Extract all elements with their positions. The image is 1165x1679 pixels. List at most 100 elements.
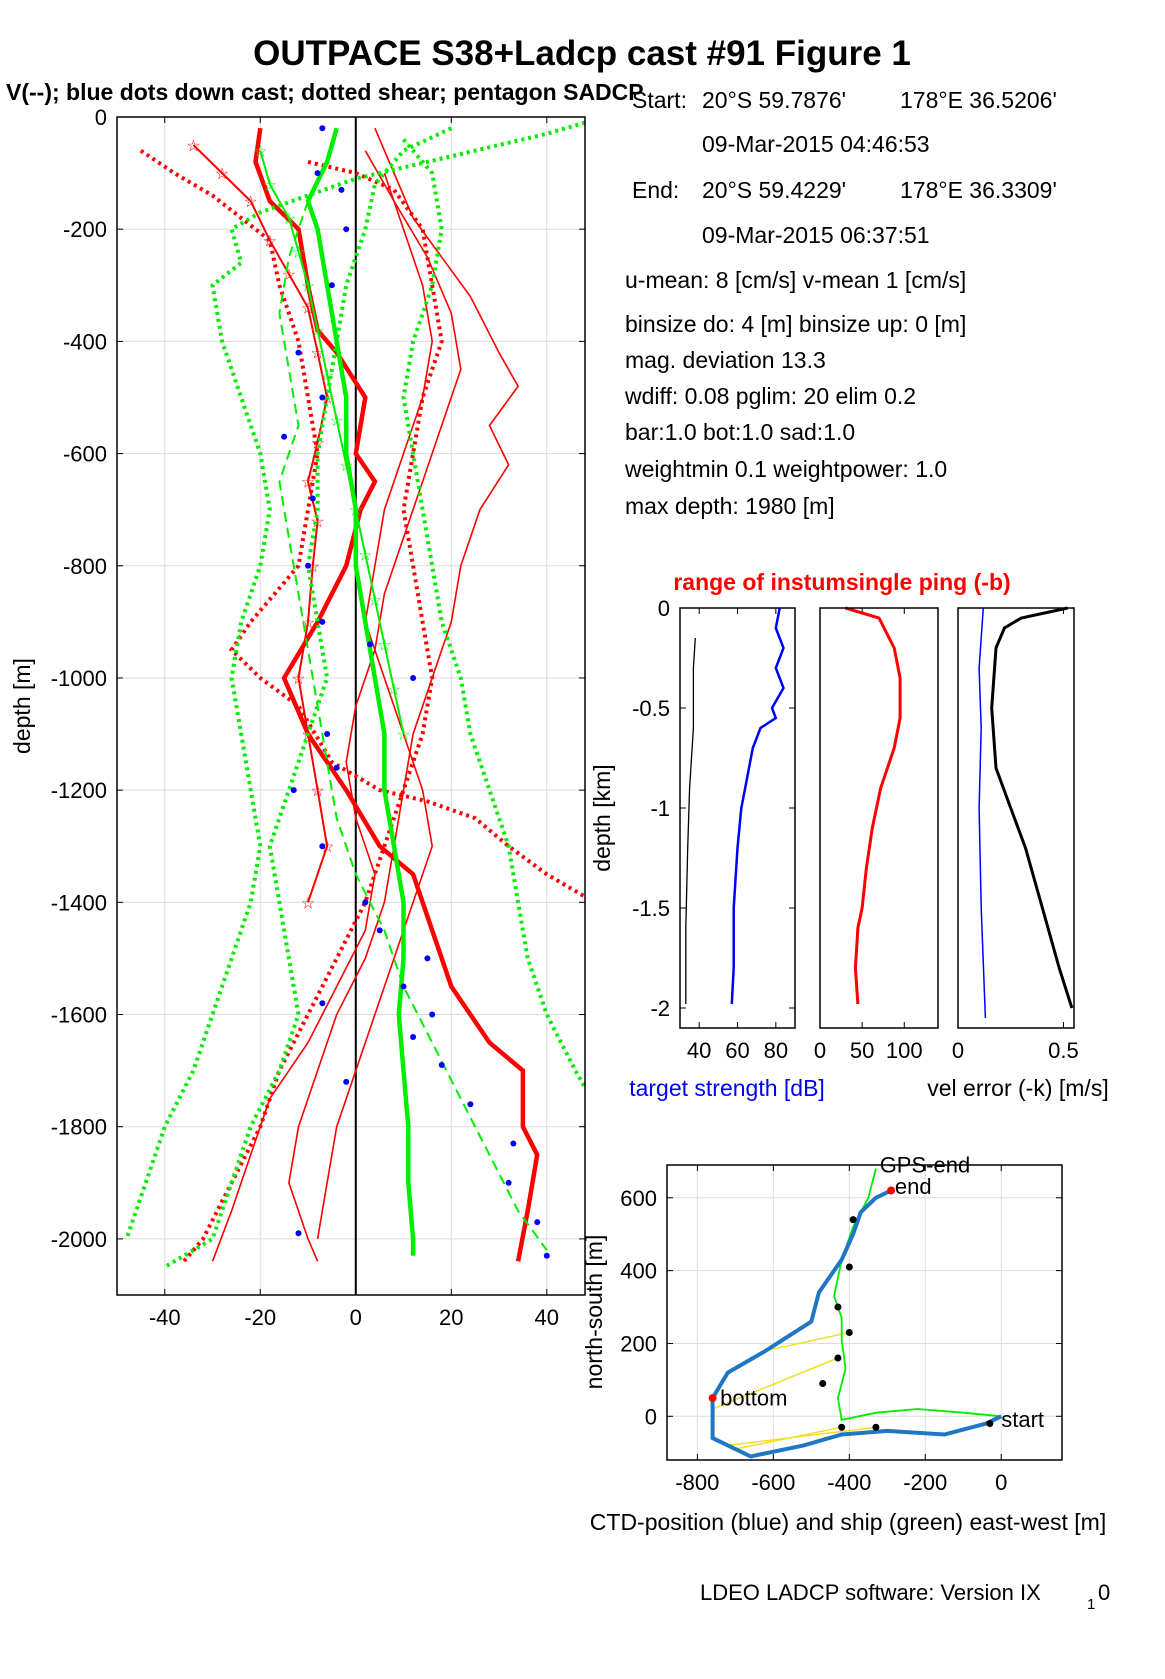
velocity-error-panel: 0 0.5 vel error (-k) [m/s] <box>927 606 1109 1101</box>
position-panel: -800 -600 -400 -200 0 0 200 400 600 start endGPS-e… <box>581 1152 1106 1535</box>
x-tick-label: 0.5 <box>1048 1038 1079 1063</box>
star-marker: ☆ <box>310 514 324 531</box>
x-tick-label: 40 <box>535 1305 559 1330</box>
blue-err-series <box>978 607 987 1019</box>
plot-area <box>820 608 938 1028</box>
blue-ts-series <box>730 607 785 1005</box>
start-lat: 20°S 59.7876' <box>702 87 846 113</box>
software-version: LDEO LADCP software: Version IX <box>700 1580 1041 1605</box>
star-marker: ☆ <box>349 503 363 520</box>
link-line <box>712 1357 839 1410</box>
position-marker <box>849 1216 857 1224</box>
start-lon: 178°E 36.5206' <box>900 87 1057 113</box>
star-marker: ☆ <box>253 144 267 161</box>
x-axis-label: vel error (-k) [m/s] <box>927 1075 1108 1101</box>
star-marker: ☆ <box>310 783 324 800</box>
y-tick-label: -2 <box>650 996 670 1021</box>
target-strength-panel: 40 60 80 0 -0.5 -1 -1.5 -2 depth [km] target stre… <box>589 596 825 1101</box>
axes-frame <box>679 607 796 1029</box>
y-tick-label: -0.5 <box>632 696 670 721</box>
software-version-tail: 0 <box>1098 1580 1110 1605</box>
footer: LDEO LADCP software: Version IX 1 0 <box>700 1580 1110 1613</box>
x-tick-label: 0 <box>995 1470 1007 1495</box>
star-marker: ☆ <box>301 278 315 295</box>
end-label: end <box>895 1174 932 1199</box>
star-marker: ☆ <box>368 592 382 609</box>
star-marker: ☆ <box>387 682 401 699</box>
axes-frame <box>116 116 586 1296</box>
downcast-dot <box>333 764 340 771</box>
y-tick-label: 0 <box>645 1404 657 1429</box>
star-marker: ☆ <box>320 368 334 385</box>
weight: weightmin 0.1 weightpower: 1.0 <box>624 456 947 482</box>
position-marker <box>834 1354 842 1362</box>
x-tick-label: 0 <box>350 1305 362 1330</box>
green-dotted-series <box>124 120 586 1240</box>
y-tick-label: -800 <box>63 554 107 579</box>
red-thin-series <box>288 127 520 1262</box>
y-tick-label: -200 <box>63 217 107 242</box>
star-marker: ☆ <box>282 211 296 228</box>
downcast-dot <box>324 731 331 738</box>
range-series <box>844 606 902 1005</box>
x-axis-label: CTD-position (blue) and ship (green) eas… <box>590 1509 1106 1535</box>
position-marker <box>845 1329 853 1337</box>
y-axis-label: depth [m] <box>9 658 35 754</box>
y-tick-label: -2000 <box>51 1227 107 1252</box>
x-tick-label: -200 <box>903 1470 947 1495</box>
end-lon: 178°E 36.3309' <box>900 177 1057 203</box>
star-marker: ☆ <box>339 458 353 475</box>
x-tick-label: -400 <box>827 1470 871 1495</box>
y-tick-label: -1600 <box>51 1003 107 1028</box>
y-tick-label: -1 <box>650 796 670 821</box>
y-tick-label: 200 <box>620 1331 657 1356</box>
position-marker <box>834 1303 842 1311</box>
star-marker: ☆ <box>377 637 391 654</box>
red-thin-series <box>316 172 434 1240</box>
downcast-dot <box>290 787 297 794</box>
software-version-sub: 1 <box>1087 1596 1095 1613</box>
downcast-dot <box>328 282 335 289</box>
range-panel-title: range of instumsingle ping (-b) <box>673 569 1010 595</box>
wdiff: wdiff: 0.08 pglim: 20 elim 0.2 <box>624 383 916 409</box>
x-tick-label: 60 <box>725 1038 749 1063</box>
downcast-dot <box>534 1219 541 1226</box>
red-thin-series <box>211 150 462 1262</box>
x-tick-label: -40 <box>149 1305 181 1330</box>
downcast-dot <box>319 125 326 132</box>
position-marker <box>819 1380 827 1388</box>
cast-info: Start: 20°S 59.7876' 178°E 36.5206' 09-M… <box>624 87 1057 519</box>
red-dotted-series <box>182 159 444 1263</box>
start-label: Start: <box>632 87 687 113</box>
downcast-dot <box>343 1078 350 1085</box>
max-depth: max depth: 1980 [m] <box>625 493 835 519</box>
star-marker: ☆ <box>330 413 344 430</box>
downcast-dot <box>424 955 431 962</box>
star-marker: ☆ <box>396 727 410 744</box>
downcast-dot <box>314 170 321 177</box>
downcast-dot <box>362 899 369 906</box>
binsize: binsize do: 4 [m] binsize up: 0 [m] <box>625 311 966 337</box>
ctd-track <box>710 1188 1003 1459</box>
star-marker: ☆ <box>244 194 258 211</box>
end-label: End: <box>632 177 679 203</box>
downcast-dot <box>319 618 326 625</box>
figure-subtitle: V(--); blue dots down cast; dotted shear… <box>6 79 644 105</box>
position-marker <box>845 1263 853 1271</box>
star-marker: ☆ <box>263 177 277 194</box>
star-marker: ☆ <box>186 138 200 155</box>
downcast-dot <box>400 983 407 990</box>
bottom-label: bottom <box>720 1385 787 1410</box>
star-marker: ☆ <box>310 435 324 452</box>
plot-area <box>667 1165 1062 1460</box>
mag-deviation: mag. deviation 13.3 <box>625 347 826 373</box>
green-thick-series <box>305 127 416 1256</box>
downcast-dot <box>367 641 374 648</box>
downcast-dot <box>319 1000 326 1007</box>
velocity-profile-panel: -40 -20 0 20 400-200-400-600-800-1000-1200-1… <box>9 105 587 1330</box>
downcast-dot <box>376 927 383 934</box>
downcast-dot <box>319 843 326 850</box>
x-tick-label: -20 <box>244 1305 276 1330</box>
x-tick-label: 80 <box>764 1038 788 1063</box>
